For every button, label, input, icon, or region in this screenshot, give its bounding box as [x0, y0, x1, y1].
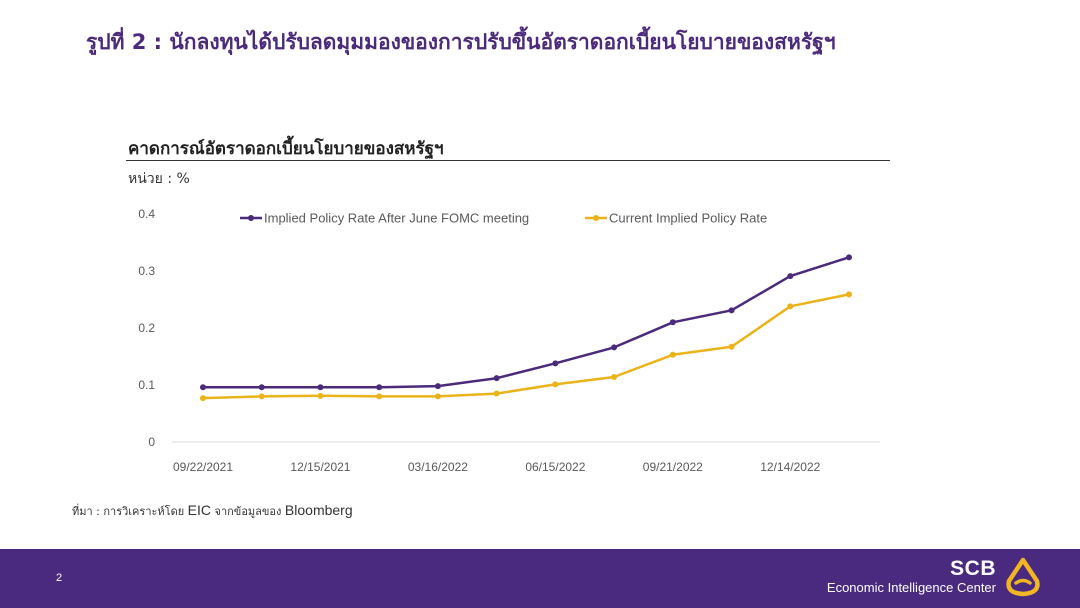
data-point: [611, 344, 618, 351]
x-tick-label: 09/22/2021: [173, 460, 233, 474]
source-org: EIC: [187, 502, 212, 518]
series-line: [203, 256, 850, 389]
legend-marker: [248, 215, 254, 221]
line-chart: 0 0.1 0.2 0.3 0.4 09/22/2021 12/15/2021 03/16/2…: [138, 207, 880, 474]
data-point: [611, 374, 618, 381]
y-tick-label: 0.3: [138, 264, 155, 278]
data-point: [669, 351, 676, 358]
y-tick-label: 0: [148, 435, 155, 449]
x-tick-label: 06/15/2022: [525, 460, 585, 474]
data-point: [317, 384, 324, 391]
title-divider: [126, 160, 890, 161]
x-tick-label: 12/15/2021: [290, 460, 350, 474]
slide-title: รูปที่ 2 : นักลงทุนได้ปรับลดมุมมองของการ…: [86, 30, 836, 54]
legend-marker: [593, 215, 599, 221]
scb-logo-icon: [1006, 557, 1040, 597]
unit-label: หน่วย : %: [128, 171, 190, 187]
x-tick-label: 03/16/2022: [408, 460, 468, 474]
brand-name: SCB: [950, 557, 996, 580]
data-point: [552, 360, 559, 367]
data-point: [434, 383, 441, 390]
data-point: [552, 381, 559, 388]
y-tick-label: 0.1: [138, 378, 155, 392]
brand-block: SCB Economic Intelligence Center: [827, 558, 996, 596]
data-point: [200, 395, 206, 402]
data-point: [317, 392, 324, 399]
data-point: [493, 375, 500, 382]
data-point: [376, 384, 383, 391]
source-prefix: ที่มา : การวิเคราะห์โดย: [72, 505, 185, 518]
data-point: [493, 390, 500, 397]
data-point: [200, 384, 206, 391]
data-point: [434, 393, 441, 400]
y-tick-label: 0.2: [138, 321, 155, 335]
source-middle: จากข้อมูลของ: [214, 505, 282, 518]
data-point: [376, 393, 383, 400]
x-tick-label: 12/14/2022: [760, 460, 820, 474]
brand-subtitle: Economic Intelligence Center: [826, 580, 996, 595]
y-tick-label: 0.4: [138, 207, 155, 221]
data-point: [787, 273, 794, 280]
series-line: [202, 293, 850, 400]
legend-label: Implied Policy Rate After June FOMC meet…: [264, 211, 529, 226]
page-number: 2: [56, 572, 63, 584]
data-point: [258, 384, 265, 391]
footer-bar: 2 SCB Economic Intelligence Center: [0, 549, 1080, 608]
data-point: [728, 343, 735, 350]
data-point: [846, 254, 852, 261]
data-point: [846, 291, 852, 298]
legend-label: Current Implied Policy Rate: [609, 211, 767, 226]
data-point: [669, 319, 676, 326]
data-point: [258, 393, 265, 400]
chart-title: คาดการณ์อัตราดอกเบี้ยนโยบายของสหรัฐฯ: [128, 139, 444, 159]
data-point: [787, 303, 794, 310]
source-note: ที่มา : การวิเคราะห์โดย EIC จากข้อมูลของ…: [72, 502, 353, 520]
source-provider: Bloomberg: [284, 502, 353, 518]
data-point: [728, 307, 735, 314]
x-tick-label: 09/21/2022: [643, 460, 703, 474]
